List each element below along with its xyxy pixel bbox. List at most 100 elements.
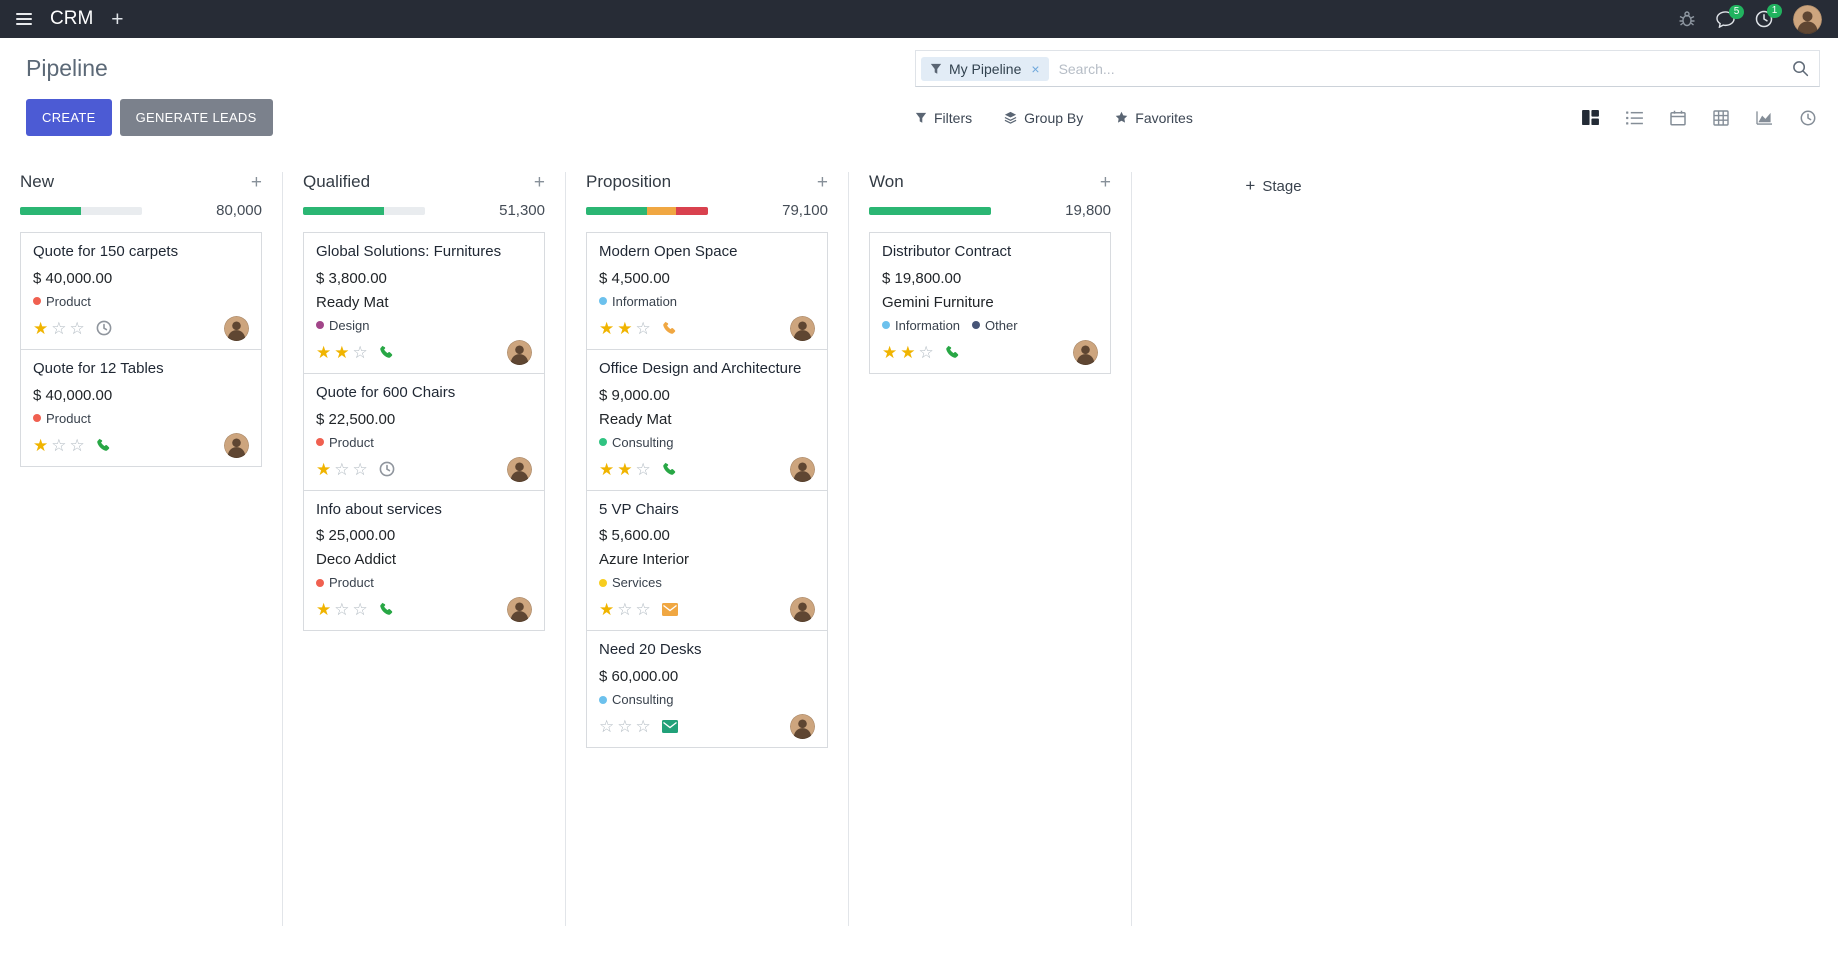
star-icon[interactable]: ★ [316, 600, 332, 620]
star-icon[interactable]: ☆ [635, 600, 651, 620]
salesperson-avatar[interactable] [790, 597, 815, 623]
salesperson-avatar[interactable] [224, 315, 249, 341]
quick-add-icon[interactable]: + [1099, 171, 1111, 193]
add-stage-button[interactable]: + Stage [1245, 176, 1301, 196]
star-icon[interactable]: ☆ [69, 318, 85, 338]
kanban-card[interactable]: Quote for 150 carpets $ 40,000.00 Produc… [20, 232, 262, 350]
star-icon[interactable]: ☆ [635, 717, 651, 736]
envelope-icon[interactable] [661, 603, 678, 617]
calendar-view-icon[interactable] [1670, 110, 1686, 126]
messages-icon[interactable]: 5 [1716, 4, 1744, 28]
star-icon[interactable]: ☆ [352, 459, 368, 479]
progress-segment[interactable] [676, 206, 708, 215]
list-view-icon[interactable] [1626, 110, 1643, 125]
progress-segment[interactable] [647, 206, 677, 215]
progress-segment[interactable] [869, 206, 991, 215]
phone-icon[interactable] [662, 462, 677, 477]
phone-icon[interactable] [379, 602, 394, 617]
plus-icon[interactable]: + [111, 7, 124, 31]
quick-add-icon[interactable]: + [816, 171, 828, 193]
kanban-card[interactable]: Distributor Contract $ 19,800.00 Gemini … [869, 232, 1111, 374]
tag: Consulting [599, 692, 673, 707]
star-icon[interactable]: ★ [599, 459, 615, 479]
star-icon[interactable]: ☆ [617, 717, 633, 736]
tag: Product [316, 435, 374, 450]
salesperson-avatar[interactable] [790, 315, 815, 341]
clock-icon[interactable] [379, 461, 395, 477]
progress-segment[interactable] [20, 206, 81, 215]
envelope-icon[interactable] [661, 720, 678, 733]
debug-bug-icon[interactable] [1678, 10, 1696, 28]
kanban-view-icon[interactable] [1582, 110, 1599, 125]
quick-add-icon[interactable]: + [533, 171, 545, 193]
salesperson-avatar[interactable] [507, 456, 532, 482]
star-icon[interactable]: ★ [316, 459, 332, 479]
top-navbar: CRM + 5 1 [0, 0, 1838, 38]
star-icon[interactable]: ★ [316, 342, 332, 362]
salesperson-avatar[interactable] [790, 714, 815, 739]
tag: Design [316, 318, 369, 333]
activities-clock-icon[interactable]: 1 [1755, 4, 1782, 28]
facet-remove-icon[interactable]: × [1031, 60, 1040, 77]
kanban-card[interactable]: Quote for 600 Chairs $ 22,500.00 Product… [303, 372, 545, 491]
search-input[interactable] [1048, 60, 1792, 77]
apps-menu-icon[interactable] [16, 13, 32, 25]
create-button[interactable]: CREATE [26, 99, 112, 136]
salesperson-avatar[interactable] [790, 456, 815, 482]
star-icon[interactable]: ☆ [352, 342, 368, 362]
quick-add-icon[interactable]: + [250, 171, 262, 193]
salesperson-avatar[interactable] [1073, 339, 1098, 365]
kanban-card[interactable]: Quote for 12 Tables $ 40,000.00 Product … [20, 348, 262, 467]
phone-icon[interactable] [379, 345, 394, 360]
star-icon[interactable]: ★ [617, 459, 633, 479]
phone-icon[interactable] [662, 321, 677, 336]
column-cards: Quote for 150 carpets $ 40,000.00 Produc… [20, 232, 262, 467]
star-icon[interactable]: ☆ [334, 459, 350, 479]
kanban-card[interactable]: Modern Open Space $ 4,500.00 Information… [586, 232, 828, 350]
star-icon[interactable]: ★ [33, 318, 49, 338]
star-icon[interactable]: ★ [900, 342, 916, 362]
star-icon[interactable]: ☆ [51, 435, 67, 455]
search-facet[interactable]: My Pipeline × [921, 56, 1049, 81]
generate-leads-button[interactable]: GENERATE LEADS [119, 99, 273, 136]
star-icon[interactable]: ★ [334, 342, 350, 362]
star-icon[interactable]: ★ [599, 600, 615, 620]
star-icon[interactable]: ☆ [918, 342, 934, 362]
clock-icon[interactable] [96, 320, 112, 336]
kanban-card[interactable]: Need 20 Desks $ 60,000.00 Consulting ☆ ☆ ☆ [586, 630, 828, 748]
star-icon[interactable]: ★ [617, 318, 633, 338]
kanban-card[interactable]: Global Solutions: Furnitures $ 3,800.00 … [303, 232, 545, 374]
group-by-menu[interactable]: Group By [1004, 110, 1083, 126]
star-icon[interactable]: ☆ [599, 717, 615, 736]
kanban-card[interactable]: Info about services $ 25,000.00 Deco Add… [303, 489, 545, 632]
star-icon[interactable]: ☆ [617, 600, 633, 620]
search-bar[interactable]: My Pipeline × [915, 50, 1820, 87]
phone-icon[interactable] [945, 345, 960, 360]
salesperson-avatar[interactable] [507, 339, 532, 365]
salesperson-avatar[interactable] [224, 432, 249, 458]
filter-funnel-icon [930, 63, 942, 74]
star-icon[interactable]: ★ [882, 342, 898, 362]
progress-segment[interactable] [303, 206, 384, 215]
star-icon[interactable]: ★ [599, 318, 615, 338]
progress-segment[interactable] [586, 206, 647, 215]
star-icon[interactable]: ☆ [635, 459, 651, 479]
star-icon[interactable]: ☆ [352, 600, 368, 620]
salesperson-avatar[interactable] [507, 597, 532, 623]
star-icon[interactable]: ☆ [635, 318, 651, 338]
favorites-menu[interactable]: Favorites [1115, 110, 1193, 126]
kanban-card[interactable]: 5 VP Chairs $ 5,600.00 Azure Interior Se… [586, 489, 828, 632]
search-icon[interactable] [1792, 60, 1809, 77]
graph-view-icon[interactable] [1756, 110, 1773, 125]
star-icon[interactable]: ☆ [69, 435, 85, 455]
pivot-view-icon[interactable] [1713, 109, 1729, 126]
star-icon[interactable]: ☆ [51, 318, 67, 338]
filters-menu[interactable]: Filters [915, 110, 972, 126]
user-avatar[interactable] [1793, 4, 1822, 34]
kanban-card[interactable]: Office Design and Architecture $ 9,000.0… [586, 348, 828, 491]
star-icon[interactable]: ☆ [334, 600, 350, 620]
activity-view-icon[interactable] [1800, 110, 1816, 126]
phone-icon[interactable] [96, 438, 111, 453]
star-icon[interactable]: ★ [33, 435, 49, 455]
app-name[interactable]: CRM [50, 8, 94, 29]
